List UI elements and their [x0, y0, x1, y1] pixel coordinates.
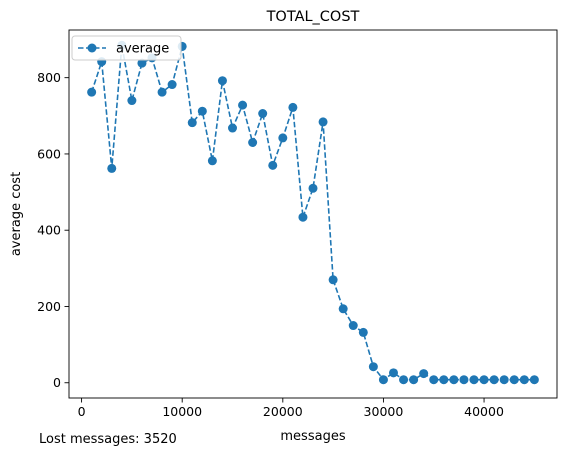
data-point	[469, 375, 479, 385]
data-point	[388, 368, 398, 378]
data-point	[248, 137, 258, 147]
data-point	[409, 375, 419, 385]
plot-frame	[68, 29, 558, 399]
series-line	[90, 44, 535, 381]
data-point	[137, 58, 147, 68]
data-point	[288, 102, 298, 112]
data-point	[258, 109, 268, 119]
legend-box	[71, 35, 182, 61]
lost-messages-text: Lost messages: 3520	[39, 432, 177, 447]
data-point	[217, 76, 227, 86]
data-point	[419, 369, 429, 379]
data-point	[519, 375, 529, 385]
data-point	[449, 375, 459, 385]
data-point	[107, 163, 117, 173]
data-point	[348, 321, 358, 331]
data-point	[378, 375, 388, 385]
data-point	[529, 375, 539, 385]
x-tick-label: 40000	[464, 404, 504, 419]
data-point	[358, 327, 368, 337]
data-point	[439, 375, 449, 385]
data-point	[479, 375, 489, 385]
data-point	[187, 118, 197, 128]
data-point	[429, 375, 439, 385]
y-axis-label: average cost	[9, 172, 24, 256]
data-point	[228, 123, 238, 133]
y-tick-label: 0	[53, 375, 61, 390]
data-point	[318, 117, 328, 127]
data-point	[157, 87, 167, 97]
x-tick-label: 10000	[162, 404, 202, 419]
data-point	[308, 183, 318, 193]
data-point	[207, 156, 217, 166]
legend: average	[71, 35, 182, 61]
data-point	[167, 80, 177, 90]
x-tick-label: 30000	[364, 404, 404, 419]
ticks-layer: 0 10000 20000 30000 40000 0 200 400 600 800	[37, 70, 504, 419]
y-tick-label: 600	[37, 146, 61, 161]
data-point	[499, 375, 509, 385]
y-tick-label: 800	[37, 70, 61, 85]
legend-label: average	[116, 42, 169, 57]
chart-title: TOTAL_COST	[266, 9, 360, 25]
data-point	[238, 100, 248, 110]
data-point	[127, 96, 137, 106]
x-tick-label: 20000	[263, 404, 303, 419]
series-layer	[87, 40, 539, 385]
data-point	[328, 275, 338, 285]
x-tick-label: 0	[78, 404, 86, 419]
data-point	[368, 362, 378, 372]
data-point	[489, 375, 499, 385]
data-point	[459, 375, 469, 385]
y-tick-label: 400	[37, 223, 61, 238]
data-point	[338, 304, 348, 314]
data-point	[278, 133, 288, 143]
legend-marker-swatch	[87, 43, 97, 53]
data-point	[298, 212, 308, 222]
data-point	[268, 160, 278, 170]
data-point	[509, 375, 519, 385]
data-point	[87, 87, 97, 97]
y-tick-label: 200	[37, 299, 61, 314]
data-point	[197, 106, 207, 116]
x-axis-label: messages	[280, 429, 345, 444]
data-point	[399, 375, 409, 385]
